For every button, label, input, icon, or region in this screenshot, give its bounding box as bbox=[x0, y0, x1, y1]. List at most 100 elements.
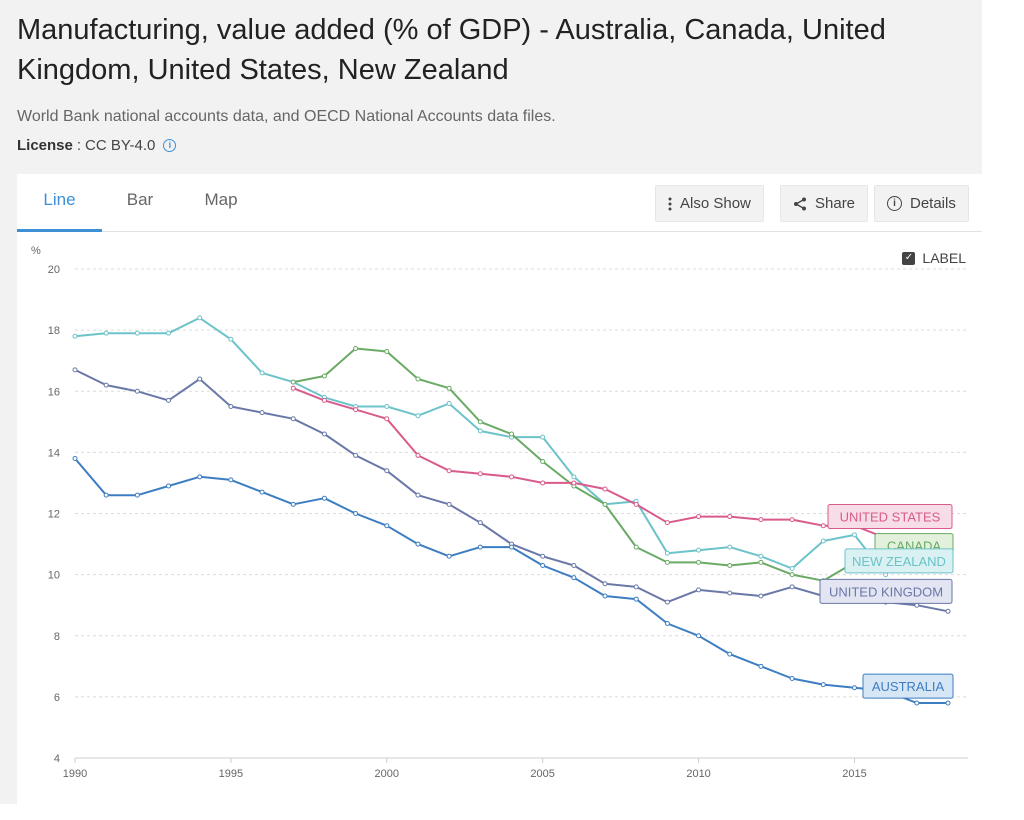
chart-tabs: Line Bar Map Also Show Share i Details bbox=[17, 174, 982, 232]
data-point-united-kingdom bbox=[384, 468, 390, 474]
data-point-united-states bbox=[664, 520, 670, 526]
data-point-australia bbox=[633, 596, 639, 602]
data-point-united-states bbox=[290, 385, 296, 391]
license-row: License : CC BY-4.0 i bbox=[17, 137, 177, 154]
x-tick-label: 1995 bbox=[219, 768, 243, 780]
vertical-dots-icon bbox=[668, 197, 672, 211]
data-point-new-zealand bbox=[758, 553, 764, 559]
data-point-australia bbox=[477, 544, 483, 550]
license-value: CC BY-4.0 bbox=[85, 137, 156, 154]
share-button[interactable]: Share bbox=[780, 185, 869, 222]
tab-bar[interactable]: Bar bbox=[126, 190, 154, 209]
data-point-canada bbox=[477, 419, 483, 425]
data-point-united-states bbox=[602, 486, 608, 492]
data-point-united-states bbox=[353, 407, 359, 413]
data-point-united-states bbox=[540, 480, 546, 486]
data-point-united-kingdom bbox=[696, 587, 702, 593]
data-point-canada bbox=[415, 376, 421, 382]
data-point-australia bbox=[540, 562, 546, 568]
label-toggle[interactable]: ✓ LABEL bbox=[902, 250, 966, 266]
data-point-canada bbox=[353, 345, 359, 351]
y-tick-label: 6 bbox=[54, 692, 60, 704]
data-point-australia bbox=[384, 523, 390, 529]
data-point-united-kingdom bbox=[633, 584, 639, 590]
data-point-united-kingdom bbox=[758, 593, 764, 599]
data-point-united-kingdom bbox=[477, 520, 483, 526]
tab-line[interactable]: Line bbox=[17, 174, 102, 232]
line-chart: % 4 6 8 10 12 14 16 18 20 1990 1995 2000 2005 2010 2015… bbox=[31, 245, 968, 780]
data-point-australia bbox=[321, 495, 327, 501]
page-title: Manufacturing, value added (% of GDP) - … bbox=[17, 14, 886, 86]
data-point-united-states bbox=[477, 471, 483, 477]
data-point-new-zealand bbox=[103, 330, 109, 336]
series-line-united-states bbox=[292, 387, 886, 539]
data-point-australia bbox=[509, 544, 514, 550]
data-point-new-zealand bbox=[789, 566, 795, 572]
series-line-canada bbox=[293, 347, 886, 582]
data-point-australia bbox=[415, 541, 421, 547]
label-toggle-text: LABEL bbox=[922, 250, 966, 266]
data-point-canada bbox=[290, 379, 296, 385]
y-tick-label: 10 bbox=[48, 570, 60, 582]
series-line-new-zealand bbox=[74, 316, 887, 576]
data-point-united-kingdom bbox=[134, 388, 140, 394]
data-point-canada bbox=[446, 385, 452, 391]
data-point-australia bbox=[166, 483, 172, 489]
data-point-canada bbox=[602, 501, 608, 507]
details-button[interactable]: i Details bbox=[874, 185, 969, 222]
y-tick-label: 12 bbox=[48, 509, 60, 521]
data-point-new-zealand bbox=[664, 550, 670, 556]
data-point-united-kingdom bbox=[602, 581, 608, 587]
x-tick-label: 2000 bbox=[375, 768, 399, 780]
data-point-australia bbox=[851, 685, 857, 691]
data-point-new-zealand bbox=[727, 544, 733, 550]
data-point-united-kingdom bbox=[571, 562, 577, 568]
data-point-united-states bbox=[509, 474, 514, 480]
data-point-australia bbox=[820, 682, 826, 688]
data-point-new-zealand bbox=[696, 547, 702, 553]
also-show-label: Also Show bbox=[680, 195, 751, 212]
license-label: License bbox=[17, 137, 73, 154]
series-label-australia: AUSTRALIA bbox=[872, 679, 945, 694]
data-point-australia bbox=[197, 474, 203, 480]
data-point-australia bbox=[945, 700, 951, 706]
data-point-united-kingdom bbox=[290, 416, 296, 422]
y-tick-label: 8 bbox=[54, 631, 60, 643]
data-point-united-kingdom bbox=[540, 553, 546, 559]
data-point-canada bbox=[727, 562, 733, 568]
data-point-united-states bbox=[633, 501, 639, 507]
y-axis-unit-label: % bbox=[31, 245, 41, 257]
data-point-australia bbox=[696, 633, 702, 639]
y-tick-label: 20 bbox=[48, 264, 60, 276]
data-point-canada bbox=[758, 559, 764, 565]
data-point-new-zealand bbox=[259, 370, 265, 376]
data-point-new-zealand bbox=[384, 404, 390, 410]
y-tick-label: 14 bbox=[48, 447, 60, 459]
tab-map[interactable]: Map bbox=[204, 190, 238, 209]
data-point-australia bbox=[134, 492, 140, 498]
series-line-australia bbox=[74, 457, 948, 704]
data-point-new-zealand bbox=[540, 434, 546, 440]
data-point-australia bbox=[727, 651, 733, 657]
data-point-united-states bbox=[415, 452, 421, 458]
checkbox-checked-icon[interactable]: ✓ bbox=[902, 251, 916, 265]
series-label-new-zealand: NEW ZEALAND bbox=[852, 554, 946, 569]
series-label-united-states: UNITED STATES bbox=[840, 510, 941, 525]
y-tick-label: 4 bbox=[54, 753, 60, 765]
x-tick-label: 1990 bbox=[63, 768, 87, 780]
info-circle-icon[interactable]: i bbox=[163, 139, 177, 152]
details-label: Details bbox=[910, 195, 956, 212]
also-show-button[interactable]: Also Show bbox=[655, 185, 764, 222]
data-point-united-kingdom bbox=[664, 599, 670, 605]
data-point-australia bbox=[571, 575, 577, 581]
x-tick-label: 2015 bbox=[842, 768, 866, 780]
data-point-australia bbox=[758, 663, 764, 669]
data-point-new-zealand bbox=[166, 330, 172, 336]
data-point-united-states bbox=[789, 517, 795, 523]
y-tick-label: 16 bbox=[48, 386, 60, 398]
data-point-united-states bbox=[321, 397, 327, 403]
source-note: World Bank national accounts data, and O… bbox=[17, 108, 556, 125]
data-point-australia bbox=[446, 553, 452, 559]
data-point-australia bbox=[353, 511, 359, 516]
x-tick-label: 2005 bbox=[530, 768, 554, 780]
